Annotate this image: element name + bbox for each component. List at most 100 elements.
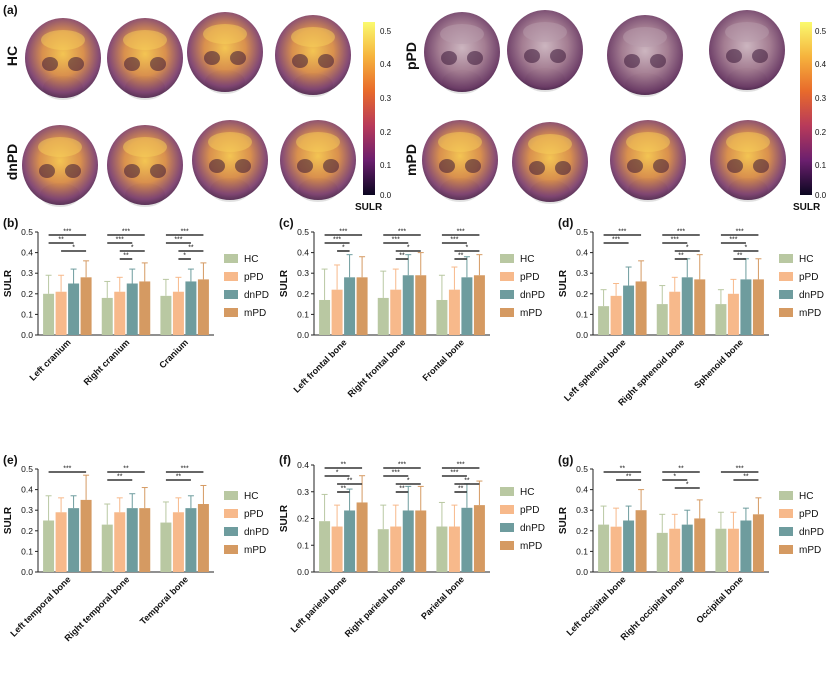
panel-d: (d) 0.0 0.1 0.2 0.3 0.4 0.5 SULR Left sphenoid b… <box>558 216 824 408</box>
bar-dnpd <box>344 510 356 572</box>
y-tick-label: 0.4 <box>576 485 588 495</box>
significance-label: * <box>686 482 689 489</box>
bar-mpd <box>415 275 427 335</box>
bar-ppd <box>331 289 343 335</box>
bar-mpd <box>356 502 368 572</box>
bar-ppd <box>610 295 622 335</box>
y-tick-label: 0.3 <box>21 505 33 515</box>
skull-image-dnpd-2 <box>107 125 183 207</box>
colorbar-right: 0.5 0.4 0.3 0.2 0.1 0.0 SULR <box>793 22 827 213</box>
bar-mpd <box>473 505 485 572</box>
legend-swatch-mpd <box>224 545 238 554</box>
x-tick-label: Right cranium <box>82 337 132 387</box>
skull-image-dnpd-3 <box>192 120 268 202</box>
legend-swatch-hc <box>224 491 238 500</box>
bar-hc <box>436 299 448 335</box>
bar-dnpd <box>623 285 635 335</box>
bar-mpd <box>635 510 647 572</box>
significance-label: *** <box>392 470 400 477</box>
y-tick-label: 0.3 <box>21 268 33 278</box>
bar-dnpd <box>461 277 473 335</box>
significance-label: * <box>407 478 410 485</box>
significance-label: ** <box>123 466 129 473</box>
significance-label: *** <box>450 470 458 477</box>
bar-dnpd <box>402 275 414 335</box>
bar-ppd <box>669 291 681 335</box>
colorbar-left-tick-3: 0.2 <box>380 128 392 137</box>
bar-mpd <box>80 277 92 335</box>
skull-renderings <box>22 10 786 207</box>
significance-label: * <box>131 245 134 252</box>
significance-label: * <box>745 245 748 252</box>
significance-label: * <box>466 245 469 252</box>
skull-image-hc-2 <box>107 18 183 100</box>
y-tick-label: 0.5 <box>576 464 588 474</box>
bar-dnpd <box>623 520 635 572</box>
colorbar-right-label: SULR <box>793 202 821 213</box>
legend-swatch-hc <box>779 254 793 263</box>
legend-swatch-mpd <box>779 308 793 317</box>
skull-image-dnpd-1 <box>22 125 98 207</box>
legend-label-dnpd: dnPD <box>799 527 824 538</box>
bar-mpd <box>139 281 151 335</box>
y-tick-label: 0.1 <box>297 540 309 550</box>
legend-label-ppd: pPD <box>244 272 263 283</box>
colorbar-right-tick-1: 0.4 <box>815 60 827 69</box>
group-label-dnpd: dnPD <box>4 144 20 181</box>
group-label-ppd: pPD <box>403 42 419 70</box>
bar-hc <box>319 299 331 335</box>
panel-e: (e) 0.0 0.1 0.2 0.3 0.4 0.5 SULR Left temporal b… <box>3 453 269 643</box>
panel-g: (g) 0.0 0.1 0.2 0.3 0.4 0.5 SULR Left occipital … <box>558 453 824 642</box>
significance-label: *** <box>63 229 71 236</box>
y-tick-label: 0.4 <box>297 248 309 258</box>
significance-label: *** <box>736 229 744 236</box>
legend-label-hc: HC <box>244 491 258 502</box>
bar-ppd <box>55 291 67 335</box>
significance-label: * <box>183 253 186 260</box>
significance-label: *** <box>457 229 465 236</box>
significance-label: * <box>336 470 339 477</box>
x-tick-label: Right occipital bone <box>619 574 687 642</box>
significance-label: *** <box>63 466 71 473</box>
legend-swatch-ppd <box>779 509 793 518</box>
bar-hc <box>101 297 113 335</box>
legend-swatch-mpd <box>224 308 238 317</box>
significance-label: *** <box>457 462 465 469</box>
legend-swatch-dnpd <box>779 290 793 299</box>
significance-label: ** <box>341 486 347 493</box>
significance-label: *** <box>181 229 189 236</box>
legend-swatch-dnpd <box>500 523 514 532</box>
legend-swatch-dnpd <box>224 290 238 299</box>
significance-label: *** <box>671 237 679 244</box>
legend-label-mpd: mPD <box>520 308 542 319</box>
bar-ppd <box>727 293 739 335</box>
colorbar-left-tick-0: 0.5 <box>380 27 392 36</box>
colorbar-left-tick-2: 0.3 <box>380 94 392 103</box>
legend-label-mpd: mPD <box>799 545 821 556</box>
legend-label-ppd: pPD <box>799 509 818 520</box>
significance-label: *** <box>398 229 406 236</box>
legend-label-mpd: mPD <box>244 545 266 556</box>
legend-swatch-hc <box>500 487 514 496</box>
skull-image-dnpd-4 <box>280 120 356 202</box>
panel-g-label: (g) <box>558 453 573 467</box>
significance-label: *** <box>398 462 406 469</box>
y-tick-label: 0.3 <box>576 268 588 278</box>
bar-ppd <box>610 526 622 572</box>
bar-ppd <box>114 291 126 335</box>
significance-label: ** <box>678 466 684 473</box>
y-tick-label: 0.4 <box>297 460 309 470</box>
bar-mpd <box>415 510 427 572</box>
y-tick-label: 0.2 <box>297 289 309 299</box>
colorbar-left-tick-4: 0.1 <box>380 161 392 170</box>
significance-label: *** <box>181 466 189 473</box>
bar-hc <box>377 529 389 572</box>
significance-label: ** <box>176 474 182 481</box>
bar-mpd <box>197 279 209 335</box>
colorbar-right-tick-5: 0.0 <box>815 191 827 200</box>
skull-image-ppd-3 <box>607 15 683 97</box>
y-tick-label: 0.0 <box>576 567 588 577</box>
